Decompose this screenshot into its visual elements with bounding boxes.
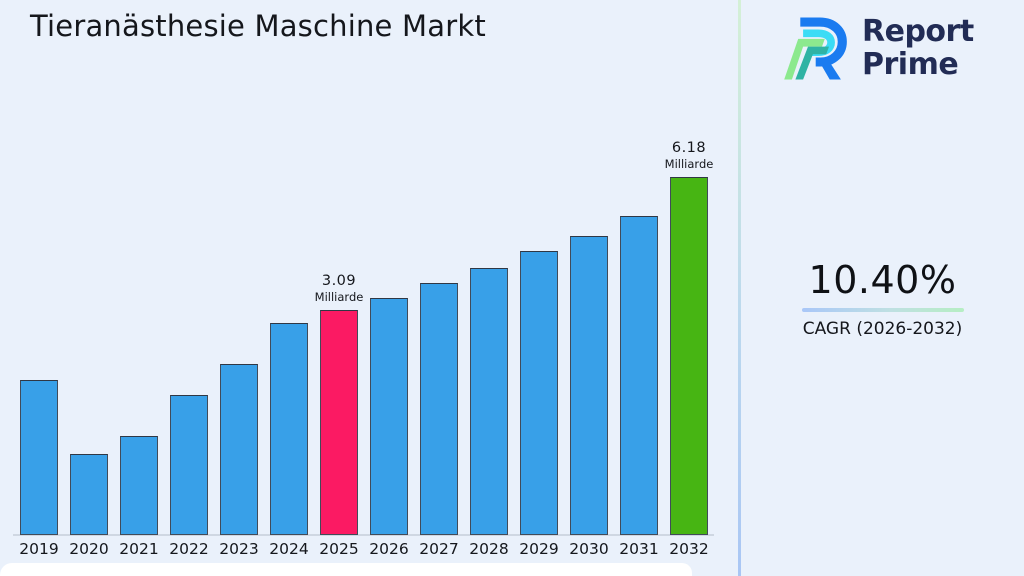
bar-value: 6.18 — [671, 140, 707, 156]
logo-word-report: Report — [862, 14, 974, 49]
bar-chart: 2019 2020 2021 2022 2023 2024 2025 2026 2027 2028… — [13, 140, 729, 558]
logo-word-prime: Prime — [862, 47, 959, 82]
cagr-block: 10.40% CAGR (2026-2032) — [741, 258, 1024, 339]
bar-2028 — [470, 268, 508, 535]
bar-2026 — [370, 298, 408, 535]
bar-unit: Milliarde — [664, 157, 714, 171]
bar-2027 — [420, 283, 458, 535]
x-tick-2019: 2019 — [19, 540, 59, 558]
bar-unit: Milliarde — [314, 290, 364, 304]
bar-2030 — [570, 236, 608, 535]
x-tick-2025: 2025 — [319, 540, 359, 558]
bar-2024 — [270, 323, 308, 535]
report-prime-logo: Report Prime — [780, 8, 974, 88]
x-tick-2032: 2032 — [669, 540, 709, 558]
right-panel: Report Prime 10.40% CAGR (2026-2032) — [741, 0, 1024, 576]
logo-wordmark: Report Prime — [862, 15, 974, 81]
x-tick-2023: 2023 — [219, 540, 259, 558]
report-prime-r-monogram-icon — [784, 17, 847, 80]
bar-2020 — [70, 454, 108, 535]
bar-2025 — [320, 310, 358, 535]
bar-value: 3.09 — [321, 273, 357, 289]
page-title: Tieranästhesie Maschine Markt — [30, 9, 486, 43]
x-axis-line — [13, 534, 714, 536]
bar-2022 — [170, 395, 208, 535]
bar-2029 — [520, 251, 558, 535]
bar-value-label-2025: 3.09 Milliarde — [299, 273, 379, 304]
bar-2021 — [120, 436, 158, 535]
x-tick-2022: 2022 — [169, 540, 209, 558]
bar-value-label-2032: 6.18 Milliarde — [649, 140, 729, 171]
x-tick-2026: 2026 — [369, 540, 409, 558]
cagr-value: 10.40% — [808, 258, 957, 302]
divider-line — [738, 0, 741, 576]
x-tick-2027: 2027 — [419, 540, 459, 558]
bottom-card-edge — [0, 563, 692, 576]
bar-2031 — [620, 216, 658, 535]
bar-2023 — [220, 364, 258, 535]
x-tick-2030: 2030 — [569, 540, 609, 558]
cagr-label: CAGR (2026-2032) — [802, 319, 963, 339]
x-tick-2028: 2028 — [469, 540, 509, 558]
x-tick-2031: 2031 — [619, 540, 659, 558]
bar-2019 — [20, 380, 58, 535]
cagr-underline — [801, 308, 964, 312]
x-tick-2024: 2024 — [269, 540, 309, 558]
bar-2032 — [670, 177, 708, 535]
x-tick-2029: 2029 — [519, 540, 559, 558]
x-tick-2020: 2020 — [69, 540, 109, 558]
x-tick-2021: 2021 — [119, 540, 159, 558]
